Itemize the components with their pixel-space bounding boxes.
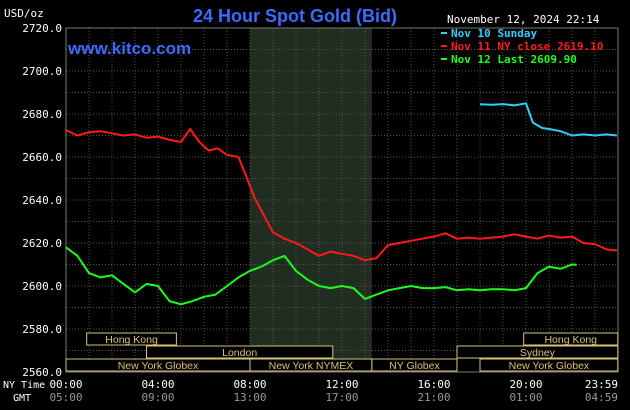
session-bar — [371, 358, 458, 372]
session-label: New York Globex — [509, 360, 590, 372]
x-tick-label-gmt: 05:00 — [49, 391, 82, 404]
session-bar — [86, 332, 177, 346]
x-tick-label-ny: 23:59 — [585, 378, 618, 391]
x-tick-label-gmt: 13:00 — [233, 391, 266, 404]
y-tick-label: 2560.0 — [22, 366, 62, 379]
session-label: NY Globex — [389, 360, 440, 372]
y-axis-unit: USD/oz — [4, 7, 44, 20]
x-tick-label-gmt: 09:00 — [141, 391, 174, 404]
y-axis-tick-labels: 2720.0 2700.0 2680.0 2660.0 2640.0 2620.0 2600… — [22, 22, 62, 379]
x-tick-label-ny: 16:00 — [417, 378, 450, 391]
x-axis-title-ny: NY Time — [3, 380, 45, 391]
y-tick-label: 2640.0 — [22, 194, 62, 207]
x-tick-label-ny: 12:00 — [325, 378, 358, 391]
x-tick-label-gmt: 04:59 — [585, 391, 618, 404]
grid-lines — [65, 27, 619, 373]
x-tick-label-ny: 20:00 — [509, 378, 542, 391]
site-watermark: www.kitco.com — [67, 39, 191, 58]
plot-frame — [65, 27, 619, 373]
y-tick-label: 2720.0 — [22, 22, 62, 35]
y-tick-label: 2620.0 — [22, 237, 62, 250]
session-label: New York Globex — [118, 360, 199, 372]
series-line-1 — [479, 102, 618, 137]
chart-date: November 12, 2024 22:14 — [447, 13, 600, 26]
y-tick-label: 2680.0 — [22, 108, 62, 121]
session-bar — [146, 345, 334, 359]
x-tick-label-gmt: 17:00 — [325, 391, 358, 404]
session-bar — [523, 332, 619, 346]
session-bar — [456, 345, 619, 359]
legend-entry: Nov 12 Last 2609.90 — [451, 53, 577, 66]
x-tick-label-gmt: 21:00 — [417, 391, 450, 404]
y-tick-label: 2660.0 — [22, 151, 62, 164]
ny-session-shade — [250, 28, 372, 372]
session-bar — [479, 358, 619, 372]
y-tick-label: 2600.0 — [22, 280, 62, 293]
chart-title: 24 Hour Spot Gold (Bid) — [193, 6, 397, 26]
y-tick-label: 2700.0 — [22, 65, 62, 78]
legend-entry: Nov 11 NY close 2619.10 — [451, 40, 603, 53]
legend-entry: Nov 10 Sunday — [451, 27, 537, 40]
x-tick-label-gmt: 01:00 — [509, 391, 542, 404]
session-label: Sydney — [520, 347, 556, 359]
price-series — [65, 102, 618, 306]
series-line-3 — [65, 246, 577, 306]
y-tick-label: 2580.0 — [22, 323, 62, 336]
x-tick-label-ny: 00:00 — [49, 378, 82, 391]
session-label: Hong Kong — [105, 334, 158, 346]
x-tick-label-ny: 08:00 — [233, 378, 266, 391]
series-line-2 — [65, 128, 618, 262]
session-label: London — [222, 347, 257, 359]
session-label: Hong Kong — [544, 334, 597, 346]
session-label: New York NYMEX — [269, 360, 354, 372]
x-axis-tick-labels: 00:00 04:00 08:00 12:00 16:00 20:00 23:59 05:00… — [49, 378, 618, 404]
x-axis-title-gmt: GMT — [13, 393, 31, 404]
x-tick-label-ny: 04:00 — [141, 378, 174, 391]
